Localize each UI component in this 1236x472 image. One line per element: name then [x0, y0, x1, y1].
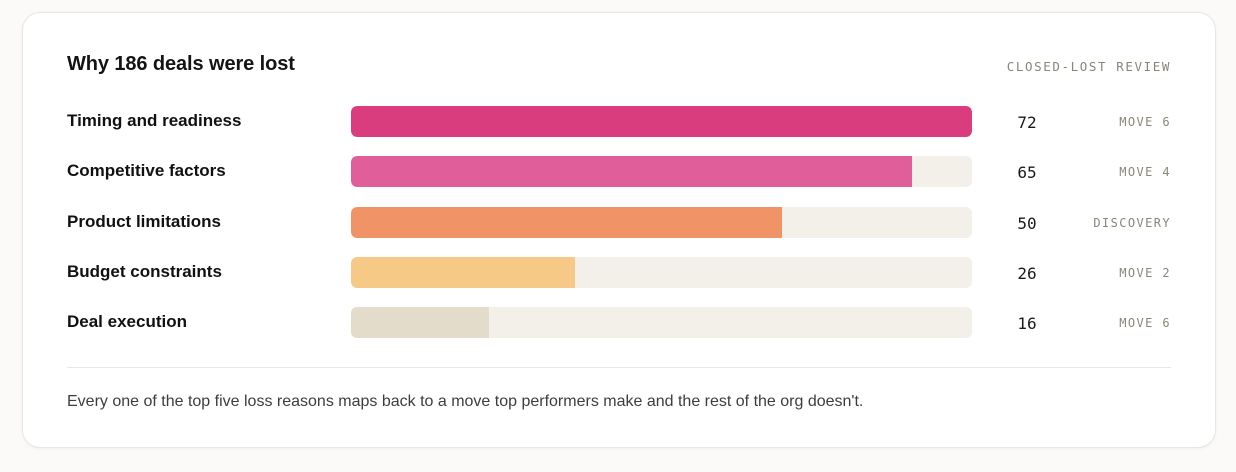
bar-tag: MOVE 6 [1119, 316, 1171, 331]
bar-label: Deal execution [67, 312, 187, 332]
bar-tag: MOVE 4 [1119, 165, 1171, 180]
bar-label: Competitive factors [67, 161, 226, 181]
bar-value: 65 [1017, 163, 1037, 183]
bar-row: Budget constraints 26 MOVE 2 [67, 256, 1171, 288]
divider [67, 367, 1171, 368]
bar-fill [351, 307, 489, 339]
bar-track [351, 106, 972, 137]
bar-track [351, 206, 972, 238]
card-kicker: CLOSED-LOST REVIEW [1006, 59, 1171, 74]
bar-tag: MOVE 2 [1119, 265, 1171, 280]
bar-label: Budget constraints [67, 261, 222, 281]
bar-track [351, 156, 972, 188]
bar-fill [351, 106, 972, 137]
bar-fill [351, 256, 576, 288]
footnote: Every one of the top five loss reasons m… [67, 393, 864, 410]
bar-fill [351, 156, 912, 188]
bar-tag: MOVE 6 [1119, 115, 1171, 129]
bar-value: 72 [1017, 113, 1037, 132]
loss-reasons-chart: Timing and readiness 72 MOVE 6 Competitive … [67, 106, 1171, 357]
bar-fill [351, 206, 783, 238]
card-title: Why 186 deals were lost [67, 53, 295, 75]
bar-row: Product limitations 50 DISCOVERY [67, 206, 1171, 238]
loss-reasons-card: Why 186 deals were lost CLOSED-LOST REVI… [22, 12, 1216, 448]
bar-label: Product limitations [67, 211, 221, 231]
bar-label: Timing and readiness [67, 111, 242, 130]
bar-row: Competitive factors 65 MOVE 4 [67, 156, 1171, 188]
bar-value: 50 [1017, 213, 1037, 233]
bar-row: Deal execution 16 MOVE 6 [67, 307, 1171, 339]
bar-track [351, 307, 972, 339]
bar-tag: DISCOVERY [1093, 215, 1171, 230]
card-header: Why 186 deals were lost CLOSED-LOST REVI… [67, 53, 1171, 83]
bar-track [351, 256, 972, 288]
bar-value: 26 [1017, 263, 1037, 283]
bar-value: 16 [1017, 314, 1037, 334]
bar-row: Timing and readiness 72 MOVE 6 [67, 106, 1171, 137]
